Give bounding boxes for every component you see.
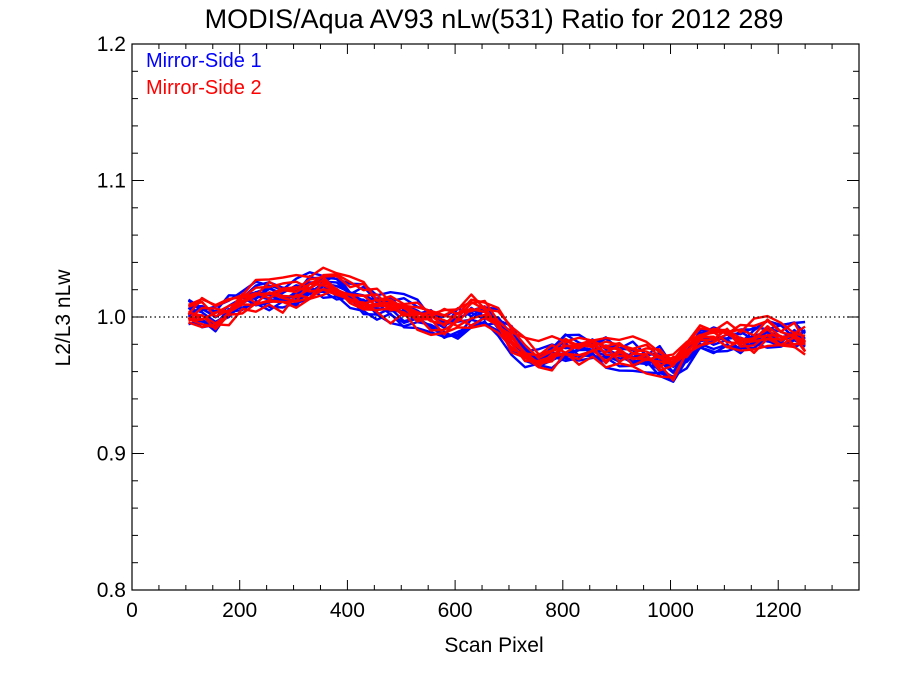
series-2-line — [187, 276, 806, 364]
x-axis-label: Scan Pixel — [444, 634, 543, 657]
x-tick-label: 200 — [222, 599, 257, 622]
y-tick-label: 0.9 — [97, 443, 126, 466]
y-tick-label: 1.1 — [97, 170, 126, 193]
legend-mirror-side-2: Mirror-Side 2 — [146, 77, 262, 99]
x-tick-label: 800 — [545, 599, 580, 622]
series-2-line — [187, 266, 806, 362]
legend: Mirror-Side 1 Mirror-Side 2 — [146, 50, 262, 99]
y-axis-label: L2/L3 nLw — [52, 269, 75, 367]
series-2-line — [188, 274, 806, 366]
axis-ticks — [131, 43, 860, 591]
data-curves — [187, 266, 807, 383]
x-tick-label: 600 — [438, 599, 473, 622]
axis-tick-labels: 0 200 400 600 800 1000 1200 0.8 0.9 1.0 1.1 1.2 — [97, 33, 802, 622]
series-2-line — [188, 273, 807, 360]
x-tick-label: 1000 — [647, 599, 694, 622]
x-tick-label: 1200 — [755, 599, 802, 622]
x-tick-label: 400 — [330, 599, 365, 622]
series-2 — [187, 266, 807, 382]
chart-title: MODIS/Aqua AV93 nLw(531) Ratio for 2012 … — [205, 4, 784, 34]
x-tick-label: 0 — [126, 599, 138, 622]
y-tick-label: 1.2 — [97, 33, 126, 56]
legend-mirror-side-1: Mirror-Side 1 — [146, 50, 262, 72]
series-2-line — [188, 278, 806, 369]
y-tick-label: 0.8 — [97, 579, 126, 602]
y-tick-label: 1.0 — [97, 306, 126, 329]
